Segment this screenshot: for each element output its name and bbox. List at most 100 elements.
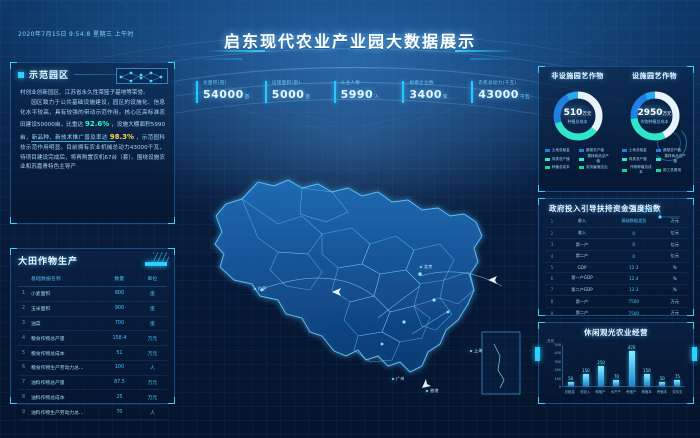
donut-chart[interactable]: 2950万元 作物种植总成本 — [627, 88, 683, 144]
kpi-value: 43000千瓦 — [478, 88, 530, 101]
bar — [628, 351, 635, 386]
map-city-label: 北京 — [420, 264, 432, 270]
horticulture-panel: 非设施园艺作物 510万元 种植总成本 土地总租金 — [538, 66, 694, 192]
table-row[interactable]: 3 油菜 700 亩 — [18, 316, 167, 332]
circuit-decoration — [642, 205, 685, 219]
table-row[interactable]: 8 油料作物总成本 25 万元 — [18, 389, 167, 406]
donut-value: 2950万元 — [637, 107, 672, 118]
bar-group[interactable]: 150 — [581, 345, 590, 386]
kpi-label: 农机总动力(千瓦) — [478, 81, 517, 86]
legend-item: 果林商品总产值 — [579, 154, 610, 164]
donut-unit: 万元 — [582, 111, 592, 117]
x-tick: 养殖产 — [626, 390, 637, 394]
x-tick: 养殖本 — [656, 390, 668, 394]
legend-item: 用工总费用 — [656, 165, 687, 175]
table-row[interactable]: 8 第一产 7500 万元 — [545, 295, 687, 308]
donut-card-facility: 设施园艺作物 2950万元 作物种植总成本 土地总租金 — [616, 67, 693, 175]
panel-tab-left — [535, 347, 540, 361]
crops-title: 大田作物生产 — [18, 257, 79, 267]
title-underline — [31, 141, 115, 142]
bar-value: 50 — [659, 375, 665, 381]
bar — [643, 373, 650, 386]
kpi-label: 从业人数 — [340, 81, 361, 86]
table-row[interactable]: 7 油料作物总产量 87.5 万元 — [18, 375, 167, 391]
intro-paragraph-2: 园区致力于公共基础设施建设，园区的设施化、信息化水平较高，具有较强的带动示范作用… — [20, 99, 166, 171]
col-name: 基础数据名称 — [29, 271, 101, 287]
x-tick: 水产产 — [610, 390, 621, 394]
col-index — [18, 271, 29, 287]
donut-card-non-facility: 非设施园艺作物 510万元 种植总成本 土地总租金 — [539, 67, 616, 175]
map-city-label: 广州 — [392, 376, 404, 382]
y-tick: 0 — [558, 385, 561, 389]
col-value: 数量 — [101, 271, 138, 287]
bar — [659, 381, 666, 386]
donut-title: 设施园艺作物 — [632, 72, 677, 80]
china-map[interactable]: 拉萨 北京 上海 广州 香港 — [182, 104, 542, 404]
datetime-label: 2020年7月15日 9:54:8 星期三 上午时 — [18, 31, 134, 38]
table-row[interactable]: 9 油料作物生产劳动力总... 70 人 — [18, 404, 167, 421]
x-tick: 种植本 — [641, 390, 652, 394]
table-row[interactable]: 1 收入 基础数据类别 万元 — [545, 216, 687, 228]
map-city-label: 上海 — [470, 348, 482, 354]
table-row[interactable]: 5 粮食作物总成本 51 万元 — [18, 345, 167, 361]
bar — [674, 379, 681, 386]
bar-value: 150 — [582, 367, 590, 373]
bar-group[interactable]: 75 — [673, 345, 682, 386]
network-nodes-icon — [116, 68, 168, 84]
table-row[interactable]: 4 第二产 0 亿元 — [545, 250, 687, 263]
donut-chart[interactable]: 510万元 种植总成本 — [550, 88, 606, 144]
china-map-svg — [214, 179, 521, 395]
crops-panel: 大田作物生产 基础数据名称 数量 单位 1 小麦面积 800 亩 2 玉米面积 900 亩 … — [10, 248, 175, 421]
table-row[interactable]: 1 小麦面积 800 亩 — [18, 286, 167, 302]
y-tick: 500 — [554, 343, 561, 347]
x-axis-labels: 总租金 总收入 种植产 水产产 养殖产 种植本 养殖本 劳务支 — [562, 389, 685, 394]
kpi-unit: 千瓦 — [519, 95, 530, 100]
intro-highlight-1: 92.6% — [85, 120, 110, 129]
bar-group[interactable]: 250 — [597, 345, 606, 386]
table-row[interactable]: 4 粮食作物总产量 158.4 万元 — [18, 330, 167, 347]
legend-item: 土地总租金 — [544, 148, 576, 153]
table-row[interactable]: 2 收入 0 亿元 — [545, 227, 687, 240]
map-city-label: 香港 — [426, 388, 438, 394]
page-title-wrap: 启东现代农业产业园大数据展示 — [0, 28, 700, 62]
kpi-value: 5990人 — [340, 88, 380, 101]
bar — [598, 365, 605, 386]
bar-value: 150 — [643, 367, 651, 373]
bar-value: 75 — [674, 373, 680, 379]
legend-item: 劳务雇佣支出 — [579, 165, 610, 170]
bar-chart[interactable]: 万元 500 400 300 200 100 0 50 150 250 70 4… — [545, 339, 687, 398]
bullet-square-icon — [18, 71, 24, 78]
chart-title: 休闲观光农业经营 — [584, 328, 648, 337]
y-axis-unit: 万元 — [547, 339, 555, 343]
kpi-item: 总面积(亩) 54000亩 — [196, 80, 265, 103]
title-rule-right-2 — [470, 58, 516, 60]
table-row[interactable]: 6 粮食作物生产劳动力总... 100 人 — [18, 360, 167, 376]
bar-group[interactable]: 70 — [612, 345, 621, 386]
y-tick: 300 — [554, 359, 561, 364]
kpi-item: 从业人数 5990人 — [333, 80, 403, 103]
bar-group[interactable]: 50 — [658, 345, 667, 386]
kpi-strip: 总面积(亩) 54000亩 设施面积(亩) 5000亩 从业人数 5990人 规… — [196, 80, 540, 103]
bar-value: 250 — [597, 359, 605, 365]
bar-group[interactable]: 150 — [642, 345, 651, 386]
kpi-item: 农机总动力(千瓦) 43000千瓦 — [471, 80, 540, 103]
kpi-value: 5000亩 — [271, 88, 311, 101]
x-tick: 劳务支 — [672, 390, 683, 394]
table-row[interactable]: 7 第二产GDP 12.3% — [545, 284, 687, 297]
accent-bar — [145, 262, 167, 266]
table-row[interactable]: 3 第一产 0 亿元 — [545, 238, 687, 251]
donut-unit: 万元 — [662, 111, 672, 117]
table-row[interactable]: 2 玉米面积 900 亩 — [18, 301, 167, 317]
leisure-agriculture-panel: 休闲观光农业经营 万元 500 400 300 200 100 0 50 150… — [535, 322, 697, 404]
legend-item: 蔬菜总产值 — [579, 148, 610, 153]
bar-value: 470 — [627, 345, 636, 350]
table-row[interactable]: 9 第二产 7500 万元 — [545, 307, 687, 320]
kpi-value: 3400家 — [409, 88, 449, 101]
table-row[interactable]: 6 第一产GDP 12.4% — [545, 272, 687, 285]
title-rule-left-2 — [196, 58, 242, 60]
bar-group[interactable]: 50 — [566, 345, 575, 386]
table-row[interactable]: 5 GDP 12.3% — [545, 262, 687, 274]
bar-group[interactable]: 470 — [627, 345, 636, 386]
kpi-unit: 人 — [374, 95, 380, 100]
